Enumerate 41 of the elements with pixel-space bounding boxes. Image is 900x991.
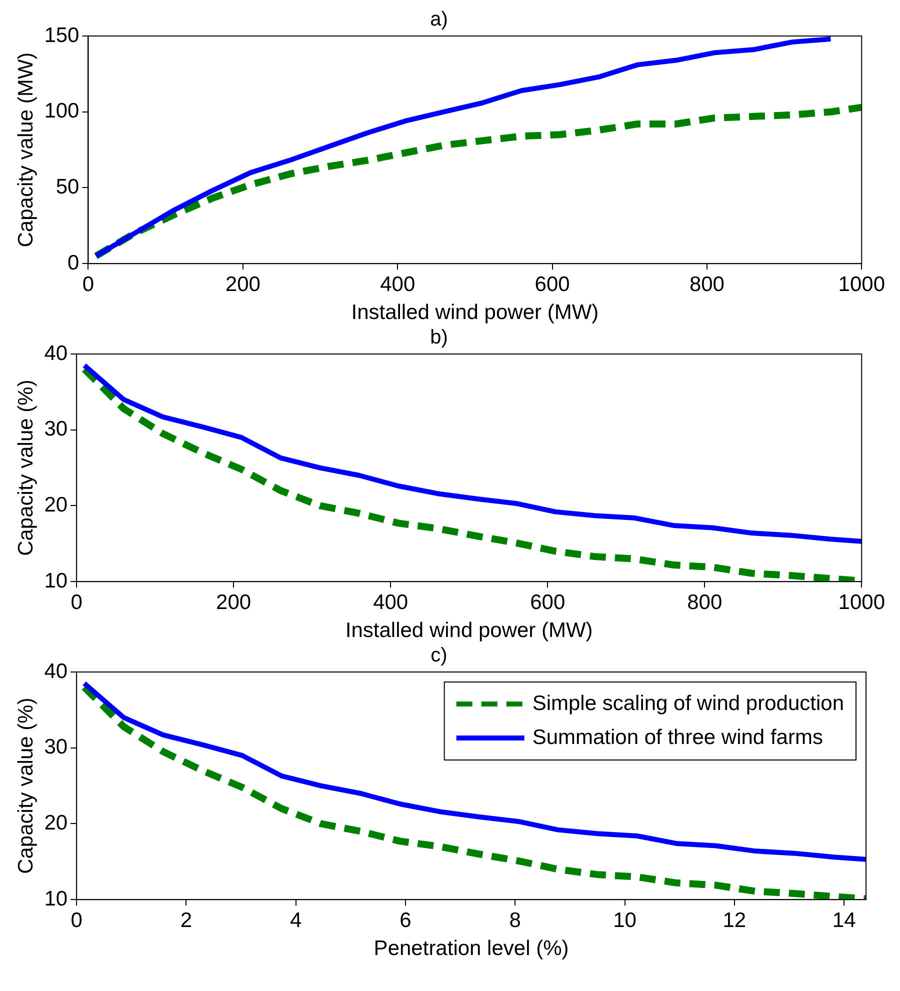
- x-tick-label: 600: [530, 590, 566, 614]
- y-tick-label: 50: [56, 176, 80, 199]
- y-tick-label: 40: [44, 342, 68, 365]
- x-tick-label: 8: [509, 908, 521, 932]
- y-tick-label: 100: [44, 100, 80, 123]
- x-tick-label: 200: [225, 272, 260, 296]
- x-axis-title: Installed wind power (MW): [351, 301, 599, 324]
- y-tick-label: 0: [68, 251, 80, 274]
- y-tick-label: 30: [44, 736, 68, 759]
- y-axis-title: Capacity value (%): [14, 698, 38, 874]
- x-tick-label: 1000: [838, 272, 885, 296]
- x-tick-label: 400: [373, 590, 408, 614]
- x-tick-label: 4: [290, 908, 302, 932]
- x-tick-label: 0: [82, 272, 94, 296]
- y-tick-label: 20: [44, 812, 68, 835]
- y-tick-label: 40: [44, 660, 68, 683]
- x-tick-label: 600: [534, 272, 570, 296]
- x-tick-label: 800: [687, 590, 722, 614]
- chart-title: a): [430, 8, 448, 31]
- x-axis-title: Penetration level (%): [374, 937, 569, 960]
- x-tick-label: 200: [216, 590, 252, 614]
- x-tick-label: 800: [689, 272, 724, 296]
- x-axis-title: Installed wind power (MW): [345, 619, 593, 642]
- legend-label: Summation of three wind farms: [532, 726, 823, 749]
- y-tick-label: 150: [44, 24, 80, 47]
- x-tick-label: 12: [722, 908, 746, 932]
- y-axis-title: Capacity value (%): [14, 380, 38, 556]
- legend-label: Simple scaling of wind production: [532, 692, 844, 715]
- y-tick-label: 10: [44, 887, 68, 910]
- x-tick-label: 2: [180, 908, 192, 932]
- chart-title: b): [430, 326, 448, 349]
- y-tick-label: 20: [44, 494, 68, 517]
- x-tick-label: 10: [613, 908, 636, 932]
- chart-title: c): [430, 644, 448, 667]
- x-tick-label: 400: [380, 272, 416, 296]
- y-axis-title: Capacity value (MW): [14, 52, 38, 248]
- y-tick-label: 10: [44, 569, 68, 592]
- x-tick-label: 1000: [838, 590, 885, 614]
- y-tick-label: 30: [44, 418, 68, 441]
- x-tick-label: 14: [832, 908, 856, 932]
- x-tick-label: 6: [400, 908, 412, 932]
